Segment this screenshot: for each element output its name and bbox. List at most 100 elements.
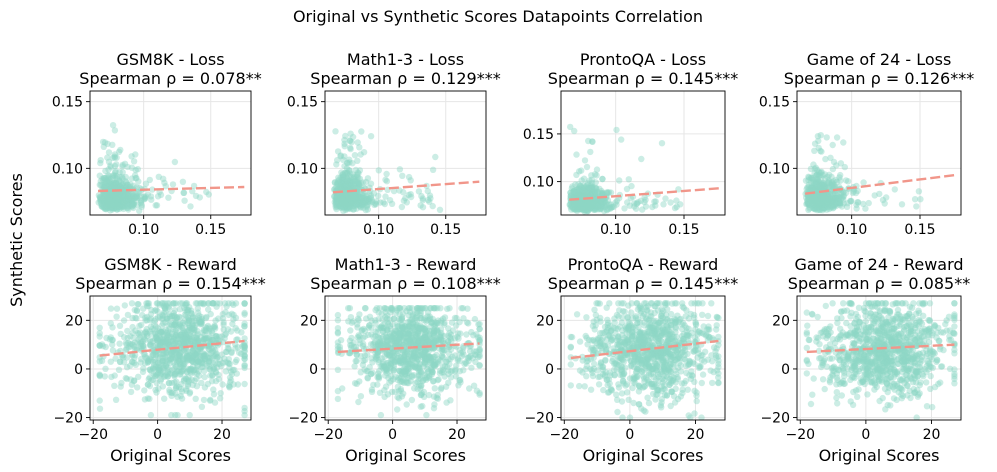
scatter-point — [125, 195, 132, 203]
scatter-point — [129, 323, 136, 331]
scatter-point — [457, 349, 464, 357]
scatter-point — [347, 144, 354, 151]
scatter-point — [101, 195, 108, 202]
scatter-point — [585, 203, 592, 211]
scatter-point — [358, 201, 366, 209]
scatter-point — [95, 199, 102, 206]
scatter-point — [104, 196, 111, 203]
scatter-point — [593, 166, 601, 173]
scatter-point — [153, 389, 160, 396]
scatter-point — [122, 339, 130, 347]
scatter-point — [108, 191, 115, 198]
scatter-point — [102, 343, 109, 351]
scatter-point — [356, 175, 364, 182]
scatter-point — [338, 197, 345, 204]
scatter-point — [389, 305, 396, 312]
scatter-point — [108, 191, 115, 199]
scatter-point — [192, 192, 200, 200]
scatter-point — [338, 192, 345, 199]
scatter-point — [638, 155, 645, 163]
scatter-point — [599, 175, 606, 183]
scatter-point — [118, 179, 125, 186]
scatter-point — [408, 396, 416, 404]
scatter-point — [340, 197, 347, 204]
scatter-point — [582, 202, 589, 209]
scatter-point — [572, 203, 579, 210]
scatter-point — [419, 197, 426, 204]
scatter-point — [339, 202, 346, 210]
scatter-point — [137, 199, 144, 207]
scatter-point — [147, 411, 155, 419]
scatter-point — [341, 153, 348, 160]
scatter-point — [599, 190, 606, 197]
scatter-point — [368, 196, 375, 203]
scatter-point — [339, 197, 347, 204]
scatter-point — [102, 206, 110, 213]
scatter-point — [355, 199, 363, 207]
scatter-point — [110, 194, 117, 201]
scatter-point — [343, 191, 350, 198]
scatter-point — [119, 192, 126, 199]
scatter-point — [331, 185, 338, 193]
scatter-point — [580, 206, 588, 214]
scatter-point — [338, 196, 345, 203]
scatter-point — [345, 181, 353, 189]
scatter-point — [579, 195, 586, 202]
scatter-point — [809, 199, 816, 206]
scatter-point — [334, 192, 341, 199]
scatter-point — [570, 201, 578, 208]
scatter-point — [111, 201, 118, 209]
scatter-point — [111, 195, 118, 203]
scatter-point — [416, 333, 424, 340]
scatter-point — [434, 305, 441, 312]
scatter-point — [123, 183, 130, 190]
panel-subtitle: Spearman ρ = 0.129*** — [310, 69, 500, 88]
scatter-point — [103, 190, 111, 197]
scatter-point — [339, 171, 346, 179]
scatter-point — [456, 357, 463, 365]
scatter-point — [580, 204, 587, 212]
scatter-point — [584, 202, 592, 209]
scatter-point — [189, 381, 197, 389]
scatter-point — [340, 197, 348, 204]
scatter-point — [102, 202, 109, 209]
scatter-point — [115, 190, 123, 198]
scatter-point — [588, 199, 595, 206]
scatter-point — [345, 200, 352, 207]
scatter-point — [430, 405, 438, 412]
scatter-point — [578, 204, 586, 212]
scatter-point — [121, 194, 128, 201]
scatter-point — [97, 181, 105, 189]
scatter-point — [862, 205, 869, 212]
scatter-point — [357, 151, 364, 158]
scatter-point — [596, 185, 603, 192]
scatter-point — [111, 197, 118, 205]
scatter-point — [109, 191, 116, 198]
scatter-point — [583, 189, 590, 196]
scatter-point — [572, 201, 579, 208]
scatter-point — [108, 204, 115, 211]
scatter-point — [339, 192, 346, 199]
scatter-point — [120, 359, 128, 366]
scatter-point — [109, 204, 116, 211]
scatter-point — [110, 179, 118, 186]
scatter-point — [381, 393, 388, 401]
scatter-point — [357, 194, 365, 201]
scatter-point — [587, 148, 594, 156]
scatter-point — [588, 198, 595, 206]
scatter-point — [578, 184, 585, 191]
scatter-point — [158, 322, 166, 329]
scatter-point — [104, 197, 111, 205]
scatter-point — [149, 186, 156, 193]
y-tick-label: 20 — [65, 313, 83, 329]
scatter-point — [633, 200, 640, 207]
scatter-point — [363, 315, 370, 322]
scatter-point — [101, 195, 109, 202]
scatter-point — [205, 191, 212, 198]
scatter-point — [585, 202, 592, 209]
scatter-point — [355, 198, 363, 205]
scatter-point — [110, 204, 118, 212]
scatter-point — [641, 194, 648, 201]
scatter-point — [101, 183, 109, 190]
